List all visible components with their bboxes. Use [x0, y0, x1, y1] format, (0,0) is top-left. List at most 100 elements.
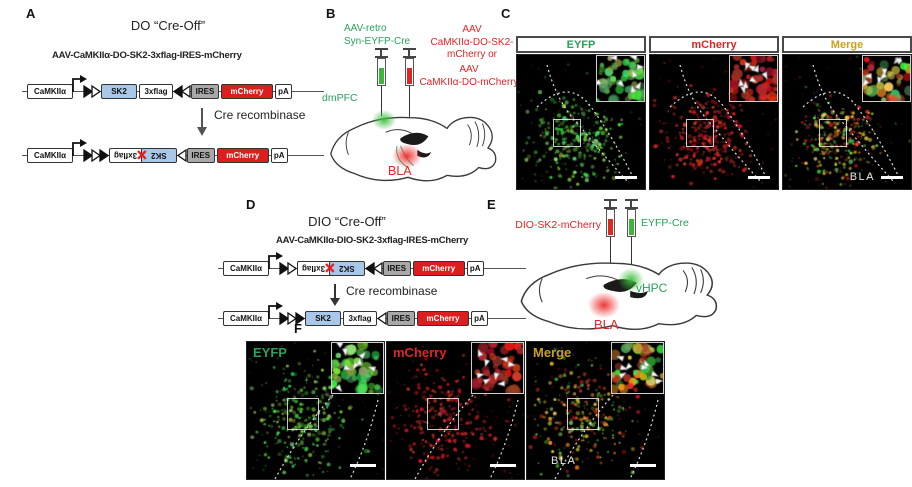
injection-label-green-e: EYFP-Cre — [641, 217, 689, 229]
roi-box — [819, 119, 847, 147]
injection-site-glow-bla-b — [392, 144, 422, 168]
construct-box-3xflag: 3xflag — [139, 83, 173, 99]
cre-recombinase-label: Cre recombinase — [346, 284, 438, 298]
inset-zoom — [862, 55, 911, 102]
injection-site-glow-vhpc — [618, 268, 644, 292]
region-label-bla: BLA — [551, 455, 577, 467]
injection-site-glow-bla-e — [588, 292, 620, 318]
micrograph-f-eyfp: EYFP — [246, 341, 385, 480]
lox-site-filled-triangle-r — [99, 148, 109, 162]
inset-zoom — [596, 55, 645, 102]
panel-d-title: DIO “Cre-Off” — [308, 214, 386, 229]
lox-site-open-triangle-r — [287, 311, 297, 325]
construct-box-camkiiα: CaMKIIα — [223, 310, 269, 326]
injection-label-green-b: AAV-retro Syn-EYFP-Cre — [344, 23, 411, 47]
construct-box-sk2: SK2 — [101, 83, 137, 99]
construct-box-mcherry: mCherry — [417, 310, 469, 326]
scale-bar — [615, 176, 637, 179]
construct-row-dio-before: CaMKIIα 3xflag ✕ SK2 IRES mCherry pA — [218, 251, 526, 285]
injection-label-red-b1: AAV CaMKIIα-DO-SK2- mCherry or — [430, 24, 514, 60]
mouse-brain-sagittal-b — [330, 116, 497, 182]
inset-zoom — [729, 55, 778, 102]
roi-box — [553, 119, 581, 147]
construct-row-do-before: CaMKIIα SK2 3xflag IRES mCherry pA — [22, 74, 324, 108]
inset-zoom — [611, 342, 664, 394]
site-label-bla-b: BLA — [388, 164, 412, 178]
lox-site-filled-triangle-r — [279, 261, 289, 275]
inset-zoom — [331, 342, 384, 394]
lox-site-open-triangle-r — [91, 84, 101, 98]
lox-site-filled-triangle-r — [295, 311, 305, 325]
cre-recombinase-label: Cre recombinase — [214, 108, 306, 122]
construct-row-do-after: CaMKIIα 3xflag ✕ SK2 IRES mCherry pA — [22, 138, 324, 172]
lox-site-filled-triangle-r — [83, 148, 93, 162]
lox-site-filled-triangle-r — [279, 311, 289, 325]
lox-site-open-triangle-l — [176, 148, 187, 162]
micro-panel-c-eyfp: EYFP — [516, 36, 646, 190]
panel-b-letter: B — [326, 6, 336, 21]
lox-site-open-triangle-r — [287, 261, 297, 275]
panel-a-construct-name: AAV-CaMKIIα-DO-SK2-3xflag-IRES-mCherry — [52, 50, 242, 61]
scale-bar — [748, 176, 770, 179]
panel-e-letter: E — [487, 197, 496, 212]
construct-box-camkiiα: CaMKIIα — [223, 260, 269, 276]
syringe-icon-green — [624, 199, 638, 275]
construct-box-mcherry: mCherry — [221, 83, 273, 99]
micrograph-f-merge: Merge BLA — [526, 341, 665, 480]
region-label-bla: BLA — [849, 171, 875, 183]
construct-box-3xflag: 3xflag — [343, 310, 377, 326]
roi-box — [287, 398, 319, 430]
scale-bar — [490, 464, 516, 467]
construct-box-ires: IRES — [186, 147, 215, 163]
lox-site-filled-triangle-r — [83, 84, 93, 98]
roi-box — [427, 398, 459, 430]
cre-reaction-a: Cre recombinase — [196, 108, 305, 136]
injection-label-red-e: DIO-SK2-mCherry — [515, 219, 601, 231]
roi-box — [686, 119, 714, 147]
scale-bar — [350, 464, 376, 467]
construct-row-dio-after: CaMKIIα SK2 3xflag IRES mCherry pA — [218, 301, 526, 335]
panel-f-letter: F — [294, 321, 302, 336]
mouse-brain-sagittal-e — [520, 262, 718, 330]
down-arrow-icon — [330, 284, 340, 306]
promoter-arrow-icon — [268, 252, 283, 269]
construct-box-pa: pA — [466, 260, 484, 276]
construct-box-ires: IRES — [382, 260, 411, 276]
injection-label-red-b2: AAV CaMKIIα-DO-mCherry — [419, 64, 519, 88]
construct-box-ires: IRES — [387, 310, 415, 326]
cre-reaction-d: Cre recombinase — [330, 284, 437, 306]
micrograph-c-eyfp — [516, 54, 646, 190]
roi-box — [567, 398, 599, 430]
channel-label-merge: Merge — [533, 345, 572, 360]
micro-panel-c-merge: Merge BLA — [782, 36, 912, 190]
lox-site-open-triangle-l — [377, 311, 387, 325]
panel-a-letter: A — [26, 6, 36, 21]
channel-label-mcherry: mCherry — [393, 345, 447, 360]
construct-box-pa: pA — [471, 310, 488, 326]
scale-bar — [881, 176, 903, 179]
site-label-dmpfc: dmPFC — [322, 92, 358, 104]
down-arrow-icon — [197, 108, 207, 136]
excised-x-icon: ✕ — [136, 147, 148, 163]
construct-box-mcherry: mCherry — [216, 147, 269, 163]
lox-site-open-triangle-l — [181, 84, 191, 98]
channel-header-eyfp: EYFP — [516, 36, 646, 53]
promoter-arrow-icon — [72, 139, 87, 156]
construct-box-sk2: SK2 — [140, 147, 177, 163]
excised-x-icon: ✕ — [324, 260, 336, 276]
promoter-arrow-icon — [268, 302, 283, 319]
site-label-vhpc: vHPC — [636, 281, 668, 295]
micrograph-c-mcherry — [649, 54, 779, 190]
site-label-bla-e: BLA — [594, 317, 619, 332]
injection-site-glow-dmpfc — [372, 110, 396, 130]
micrograph-c-merge: BLA — [782, 54, 912, 190]
construct-box-sk2: SK2 — [328, 260, 365, 276]
promoter-arrow-icon — [72, 75, 87, 92]
channel-header-mcherry: mCherry — [649, 36, 779, 53]
panel-a-title: DO “Cre-Off” — [130, 18, 206, 33]
construct-box-pa: pA — [275, 83, 292, 99]
construct-box-mcherry: mCherry — [412, 260, 465, 276]
panel-c-letter: C — [501, 6, 511, 21]
construct-box-camkiiα: CaMKIIα — [27, 147, 73, 163]
